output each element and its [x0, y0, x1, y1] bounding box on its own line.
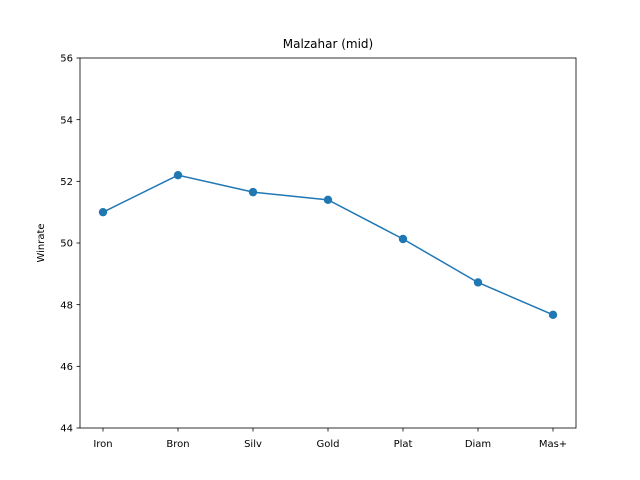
- data-point-bron: [173, 170, 183, 180]
- y-tick-label: 48: [60, 300, 73, 311]
- y-tick-label: 56: [60, 54, 73, 65]
- data-point-gold: [323, 195, 333, 205]
- data-point-mas: [548, 310, 558, 320]
- series-group: [98, 170, 558, 320]
- x-tick-label: Bron: [166, 439, 189, 450]
- data-point-iron: [98, 207, 108, 217]
- y-tick-label: 50: [60, 239, 73, 250]
- x-tick-label: Plat: [394, 439, 413, 450]
- y-axis: 44 46 48 50 52 54 56: [60, 54, 80, 435]
- y-tick-label: 52: [60, 177, 73, 188]
- x-tick-label: Diam: [465, 439, 491, 450]
- plot-frame: [79, 57, 577, 429]
- y-axis-label: Winrate: [36, 223, 47, 262]
- x-tick-label: Mas+: [539, 439, 567, 450]
- x-tick-label: Iron: [93, 439, 112, 450]
- data-point-plat: [398, 234, 408, 244]
- y-tick-label: 54: [60, 115, 73, 126]
- x-axis: Iron Bron Silv Gold Plat Diam Mas+: [93, 428, 567, 450]
- x-tick-label: Silv: [244, 439, 262, 450]
- chart-title: Malzahar (mid): [283, 37, 373, 51]
- data-point-silv: [248, 187, 258, 197]
- data-point-diam: [473, 278, 483, 287]
- x-tick-label: Gold: [317, 439, 340, 450]
- y-tick-label: 46: [60, 362, 73, 373]
- y-tick-label: 44: [60, 424, 73, 435]
